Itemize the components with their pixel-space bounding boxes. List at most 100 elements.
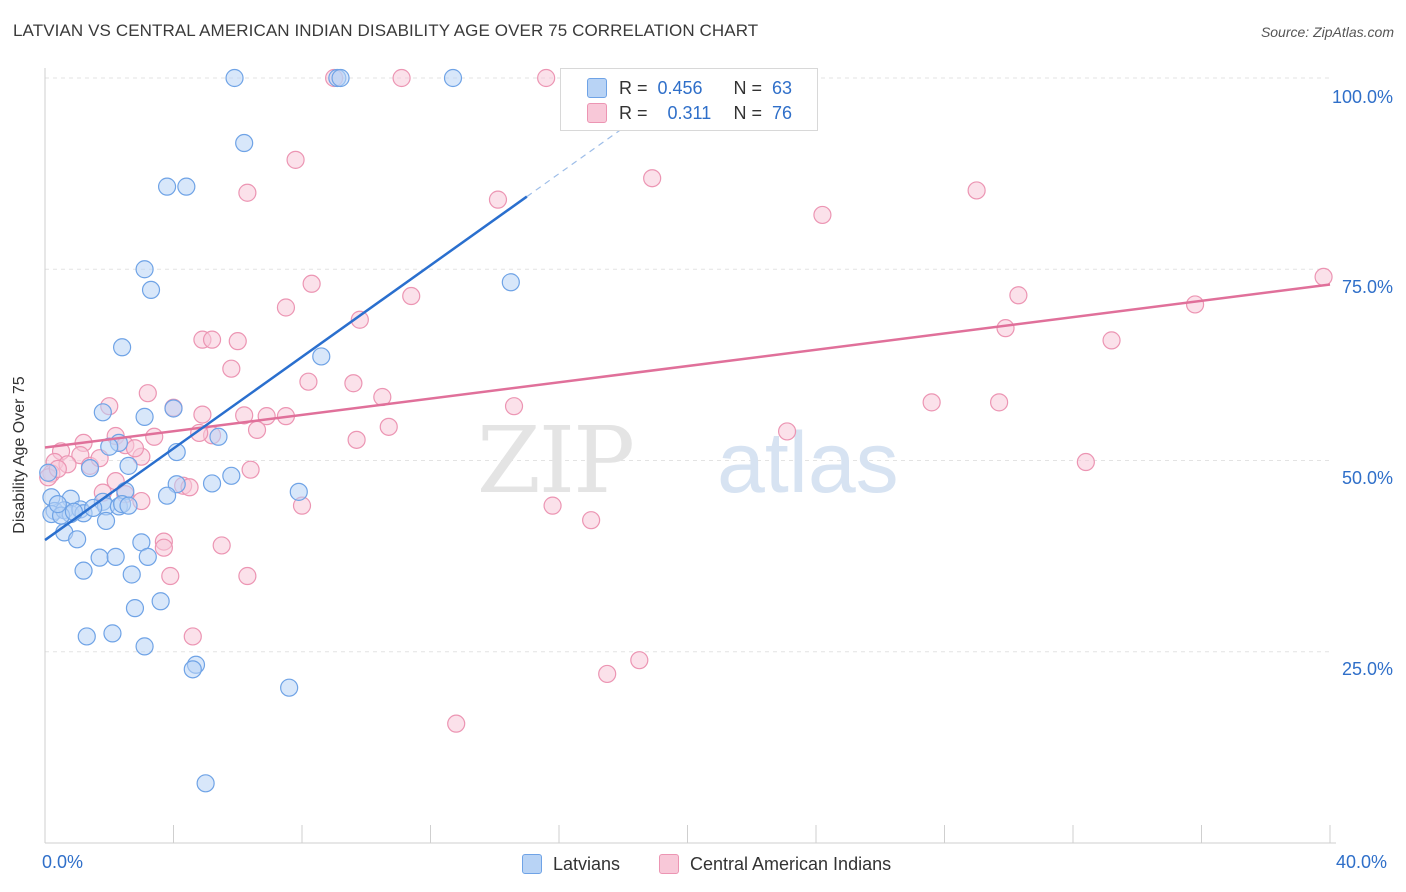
latvians-legend-swatch <box>522 854 542 874</box>
central-american-indians-point <box>447 714 466 733</box>
central-american-indians-point <box>1314 267 1333 286</box>
central-american-indians-point <box>598 664 617 684</box>
legend-item-latvians[interactable]: Latvians <box>522 852 620 876</box>
central-american-indians-point <box>299 372 318 391</box>
y-tick-75: 75.0% <box>1341 277 1393 297</box>
central-american-indians-point <box>488 190 508 209</box>
central-american-indians-point <box>286 150 305 169</box>
watermark: ZIP atlas <box>477 407 899 514</box>
chart-title: LATVIAN VS CENTRAL AMERICAN INDIAN DISAB… <box>13 21 759 40</box>
central-american-indians-point <box>582 511 601 530</box>
central-american-indians-point <box>138 384 157 403</box>
latvians-point <box>157 486 177 505</box>
latvians-point <box>183 660 202 679</box>
latvians-point <box>225 68 244 88</box>
latvians-point <box>177 177 196 196</box>
latvians-point <box>39 463 58 482</box>
central-american-indians-point <box>996 319 1015 338</box>
latvians-point <box>235 133 254 153</box>
x-tick-min: 0.0% <box>42 852 84 872</box>
central-american-indians-point <box>630 651 649 670</box>
central-american-indians-point <box>302 274 321 293</box>
latvians-point <box>280 678 299 697</box>
n-label: N = <box>733 77 763 98</box>
latvians-point <box>202 474 222 493</box>
central-american-indians-point <box>228 332 247 351</box>
trend-line-central-american-indians <box>44 283 1331 449</box>
central-american-indians-point <box>537 68 556 88</box>
latvians-point <box>222 466 241 485</box>
central-american-indians-swatch <box>587 103 607 123</box>
latvians-point <box>74 561 93 580</box>
latvians-point <box>196 774 215 793</box>
trend-lines <box>44 104 1331 542</box>
latvians-point <box>151 592 170 611</box>
latvians-point <box>48 495 67 514</box>
central-american-indians-point <box>813 205 832 225</box>
central-american-indians-point <box>241 460 260 479</box>
central-american-indians-point <box>402 286 421 306</box>
stats-row-central-american-indians: R = 0.311 N = 76 <box>587 101 792 125</box>
latvians-point <box>119 456 138 475</box>
y-tick-100: 100.0% <box>1331 87 1393 107</box>
latvians-point <box>289 482 308 501</box>
latvians-point <box>122 565 141 584</box>
central-american-indians-point <box>347 430 366 449</box>
latvians-point <box>312 347 331 366</box>
central-american-indians-point <box>543 496 562 515</box>
latvians-point <box>138 547 157 566</box>
latvians-point <box>157 177 177 196</box>
latvians-point <box>443 68 463 88</box>
central-american-indians-point <box>1102 331 1121 350</box>
r-label: R = <box>619 77 648 98</box>
latvians-point <box>93 403 112 422</box>
central-american-indians-point <box>125 439 145 458</box>
latvians-point <box>135 260 154 279</box>
watermark-zip: ZIP <box>477 407 633 514</box>
legend-label-central-american-indians: Central American Indians <box>690 853 892 874</box>
central-american-indians-point <box>238 183 257 202</box>
latvians-point <box>80 459 100 478</box>
latvians-point <box>331 68 350 88</box>
stats-row-latvians: R = 0.456 N = 63 <box>587 76 792 100</box>
series-latvians <box>39 68 520 793</box>
r-value-central-american-indians: 0.311 <box>667 102 712 123</box>
latvians-point <box>77 627 96 646</box>
central-american-indians-point <box>392 68 411 88</box>
central-american-indians-point <box>990 393 1009 412</box>
n-label: N = <box>733 102 763 123</box>
watermark-atlas: atlas <box>717 415 899 511</box>
central-american-indians-point <box>161 566 180 586</box>
central-american-indians-point <box>1009 286 1028 305</box>
latvians-point <box>141 280 161 300</box>
y-tick-50: 50.0% <box>1341 468 1393 488</box>
latvians-point <box>68 530 87 549</box>
central-american-indians-point <box>145 427 164 446</box>
latvians-point <box>64 502 84 521</box>
x-tick-max: 40.0% <box>1336 852 1388 872</box>
central-american-indians-point <box>154 538 173 557</box>
r-label: R = <box>619 102 648 123</box>
legend-item-central-american-indians[interactable]: Central American Indians <box>659 852 891 876</box>
central-american-indians-point <box>1076 452 1095 472</box>
central-american-indians-point <box>238 566 257 586</box>
stats-legend: R = 0.456 N = 63 R = 0.311 N = 76 <box>560 68 818 131</box>
central-american-indians-point <box>379 417 398 436</box>
legend-label-latvians: Latvians <box>553 853 621 874</box>
series-central-american-indians <box>39 68 1333 733</box>
central-american-indians-point <box>235 406 254 425</box>
latvians-point <box>209 427 228 446</box>
central-american-indians-point <box>504 397 524 416</box>
latvians-point <box>119 496 138 515</box>
central-american-indians-legend-swatch <box>659 854 679 874</box>
central-american-indians-point <box>193 405 212 424</box>
latvians-point <box>106 547 125 566</box>
central-american-indians-point <box>777 422 797 441</box>
y-tick-25: 25.0% <box>1341 659 1393 679</box>
latvians-point <box>135 637 154 656</box>
trend-line-latvians <box>44 195 528 542</box>
central-american-indians-point <box>247 420 267 439</box>
central-american-indians-point <box>222 359 241 378</box>
central-american-indians-point <box>212 536 231 555</box>
